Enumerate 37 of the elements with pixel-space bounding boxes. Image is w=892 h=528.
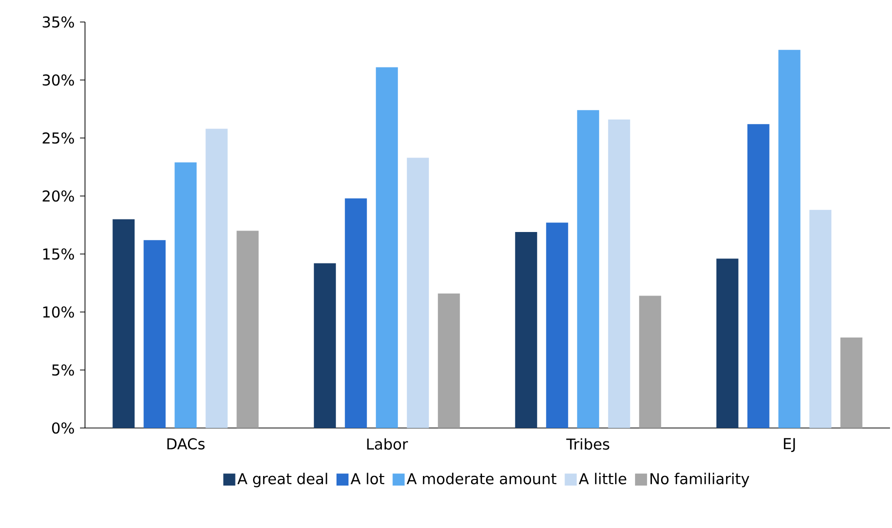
- bar: [639, 296, 662, 428]
- y-tick-label: 25%: [42, 132, 74, 144]
- bar: [608, 119, 630, 428]
- y-tick-label: 35%: [42, 16, 74, 28]
- bar: [314, 263, 336, 428]
- bar: [406, 158, 429, 428]
- legend-label: No familiarity: [650, 472, 750, 488]
- legend-label: A great deal: [237, 472, 328, 488]
- bar: [376, 67, 398, 428]
- bar: [515, 232, 538, 428]
- legend-label: A little: [578, 472, 626, 484]
- bar: [778, 50, 800, 428]
- bar: [577, 110, 600, 428]
- bar: [809, 210, 832, 428]
- x-tick-label: DACs: [167, 438, 205, 450]
- x-tick-label: Tribes: [566, 438, 610, 450]
- y-tick-label: 15%: [43, 248, 74, 260]
- x-tick-label: EJ: [784, 438, 795, 452]
- bar: [206, 128, 228, 428]
- bar: [716, 258, 738, 428]
- legend-label: A lot: [350, 472, 384, 484]
- bar: [144, 240, 166, 428]
- bar: [344, 198, 367, 428]
- x-tick-label: Labor: [367, 438, 408, 450]
- y-tick-label: 30%: [42, 74, 74, 86]
- bar: [438, 293, 460, 428]
- bar: [840, 338, 862, 428]
- y-tick-label: 0%: [52, 422, 74, 434]
- bar: [174, 162, 197, 428]
- bar: [546, 222, 568, 428]
- bar: [112, 219, 135, 428]
- bar: [236, 230, 259, 428]
- y-tick-label: 5%: [52, 364, 74, 376]
- y-tick-label: 10%: [43, 306, 74, 318]
- bar: [747, 124, 770, 428]
- legend-label: A moderate amount: [406, 472, 556, 484]
- y-tick-label: 20%: [42, 190, 74, 202]
